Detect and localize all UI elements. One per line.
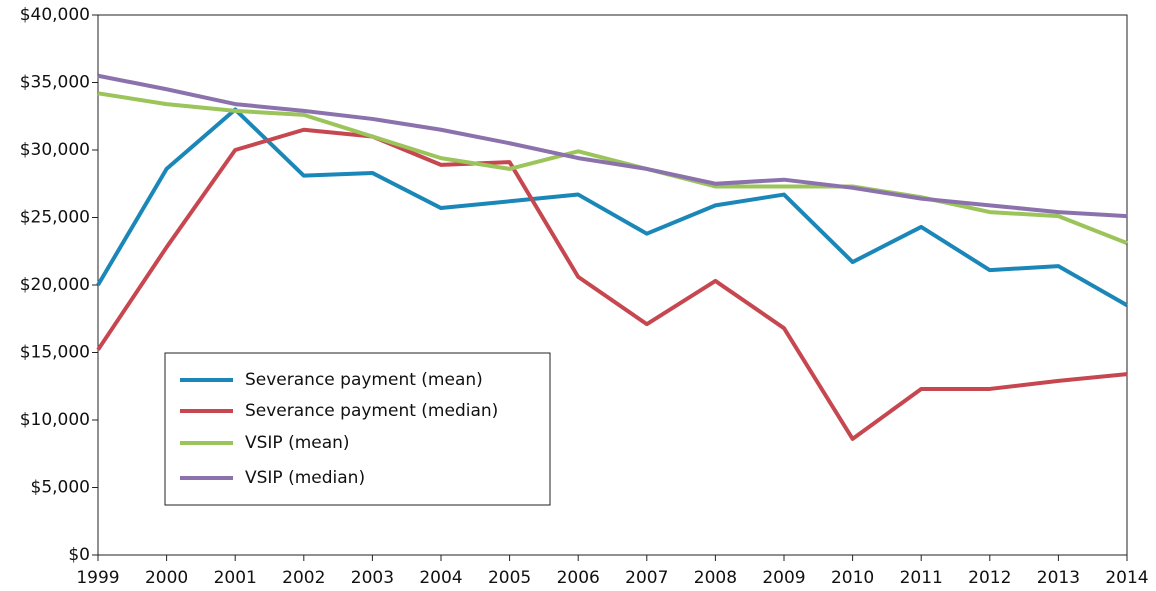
- x-tick-label: 2004: [419, 568, 462, 588]
- legend-label: Severance payment (median): [245, 401, 498, 421]
- series-line: [96, 107, 1128, 307]
- legend-label: Severance payment (mean): [245, 370, 483, 390]
- legend-label: VSIP (mean): [245, 433, 350, 453]
- y-tick-label: $0: [68, 545, 90, 565]
- series-line: [96, 127, 1128, 441]
- x-tick-label: 2005: [488, 568, 531, 588]
- x-tick-label: 2006: [557, 568, 600, 588]
- y-tick-label: $30,000: [20, 140, 90, 160]
- x-tick-label: 2000: [145, 568, 188, 588]
- x-tick-label: 2007: [625, 568, 668, 588]
- x-tick-label: 1999: [76, 568, 119, 588]
- x-tick-label: 2003: [351, 568, 394, 588]
- y-tick-label: $20,000: [20, 275, 90, 295]
- y-tick-label: $15,000: [20, 343, 90, 363]
- x-tick-label: 2013: [1037, 568, 1080, 588]
- series-line: [97, 73, 1128, 219]
- x-tick-label: 2012: [968, 568, 1011, 588]
- y-tick-label: $25,000: [20, 208, 90, 228]
- x-tick-label: 2002: [282, 568, 325, 588]
- x-tick-label: 2009: [762, 568, 805, 588]
- legend-label: VSIP (median): [245, 468, 365, 488]
- y-tick-label: $10,000: [20, 410, 90, 430]
- y-tick-label: $35,000: [20, 73, 90, 93]
- x-tick-label: 2008: [694, 568, 737, 588]
- series-line: [97, 91, 1128, 246]
- x-tick-label: 2014: [1105, 568, 1148, 588]
- x-tick-label: 2010: [831, 568, 874, 588]
- x-tick-label: 2001: [214, 568, 257, 588]
- y-tick-label: $5,000: [31, 478, 90, 498]
- x-tick-label: 2011: [900, 568, 943, 588]
- y-tick-label: $40,000: [20, 5, 90, 25]
